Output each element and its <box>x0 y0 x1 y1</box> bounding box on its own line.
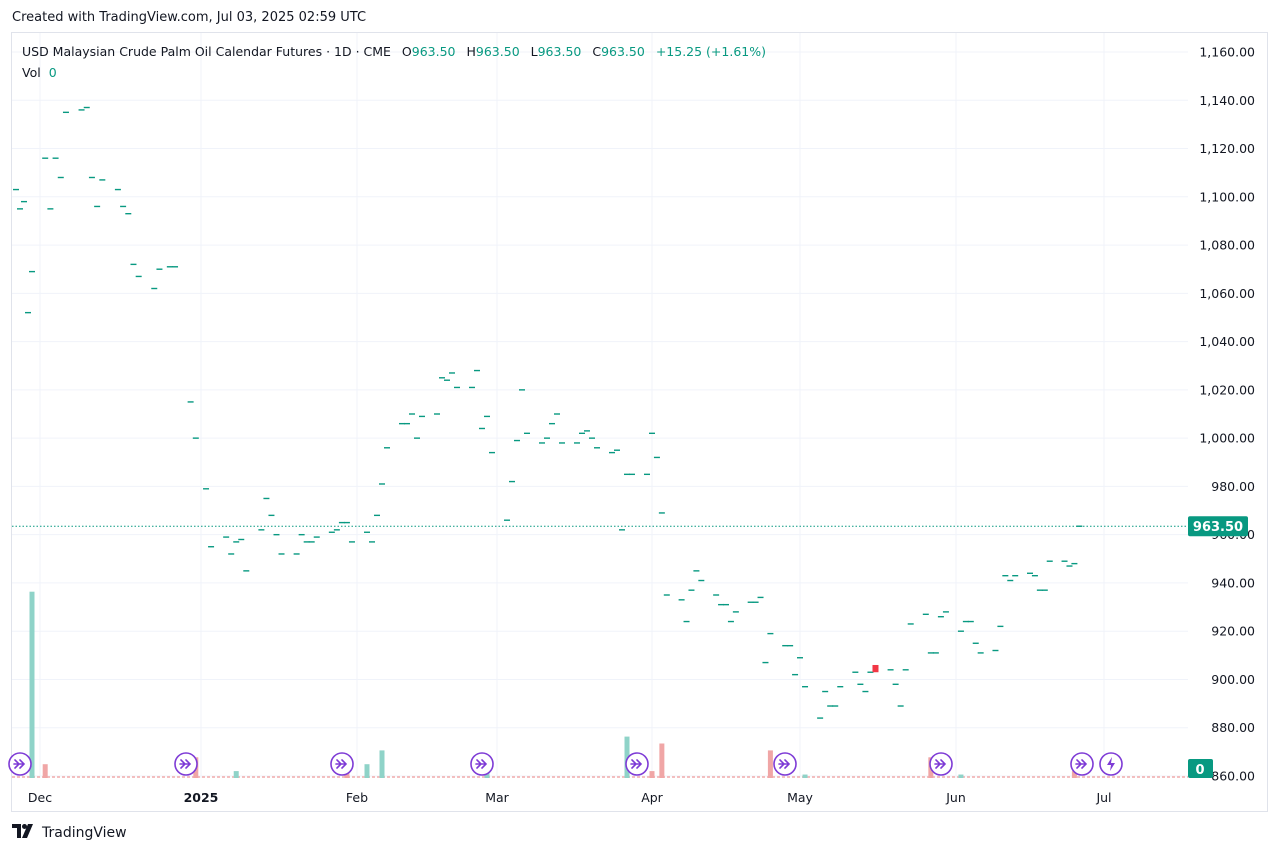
down-candle <box>872 664 879 673</box>
volume-bar <box>1071 771 1077 778</box>
legend-row-ohlc: USD Malaysian Crude Palm Oil Calendar Fu… <box>22 43 766 64</box>
event-marker-icon <box>1070 752 1094 776</box>
legend-volume-label: Vol <box>22 65 41 80</box>
last-price-tag-bg <box>1188 516 1248 537</box>
volume-bar <box>767 750 773 778</box>
x-tick-label: Jun <box>945 790 966 805</box>
legend-low-value: 963.50 <box>537 44 582 59</box>
event-arrow <box>934 759 947 769</box>
legend-open-label: O <box>401 44 412 59</box>
event-marker-icon <box>330 752 354 776</box>
event-arrow <box>13 759 26 769</box>
x-tick-label: Dec <box>28 790 52 805</box>
y-tick-label: 940.00 <box>1211 575 1255 590</box>
time-axis: Dec 2025 Feb Mar Apr May Jun Jul <box>28 790 1112 805</box>
event-arrow <box>475 759 488 769</box>
volume-bar <box>233 771 239 778</box>
event-arrow <box>1075 759 1088 769</box>
event-marker-icon <box>929 752 953 776</box>
tradingview-logo-icon <box>12 824 36 842</box>
y-tick-label: 1,160.00 <box>1199 45 1255 60</box>
footer-brand-text: TradingView <box>42 825 127 841</box>
event-marker-icon <box>773 752 797 776</box>
y-tick-label: 860.00 <box>1211 769 1255 784</box>
event-arrow <box>778 759 791 769</box>
legend-close-label: C <box>592 44 602 59</box>
footer-brand: TradingView <box>12 824 127 842</box>
legend: USD Malaysian Crude Palm Oil Calendar Fu… <box>22 43 766 85</box>
legend-close-value: 963.50 <box>601 44 645 59</box>
volume-bar <box>802 774 808 778</box>
x-tick-label: Jul <box>1095 790 1111 805</box>
legend-high-label: H <box>466 44 476 59</box>
volume-tag-text: 0 <box>1195 763 1204 778</box>
volume-bar <box>649 771 655 778</box>
event-markers <box>8 752 1123 776</box>
chart-frame <box>11 32 1268 812</box>
last-price-tag: 963.50 <box>1188 516 1248 537</box>
price-marks <box>12 106 1188 719</box>
y-tick-label: 1,060.00 <box>1199 286 1255 301</box>
volume-bar <box>42 764 48 778</box>
y-tick-label: 900.00 <box>1211 672 1255 687</box>
volume-bar <box>29 591 35 778</box>
legend-volume-value: 0 <box>48 65 57 80</box>
volume-bar <box>379 750 385 778</box>
x-tick-label: Mar <box>485 790 509 805</box>
x-tick-label: May <box>787 790 813 805</box>
volume-bar <box>958 774 964 778</box>
y-tick-label: 980.00 <box>1211 479 1255 494</box>
x-tick-label: 2025 <box>184 790 219 805</box>
legend-row-volume: Vol 0 <box>22 64 766 85</box>
event-marker-icon <box>625 752 649 776</box>
legend-low-label: L <box>530 44 538 59</box>
volume-tag-bg <box>1188 759 1213 778</box>
y-tick-label: 1,120.00 <box>1199 141 1255 156</box>
legend-high-value: 963.50 <box>475 44 520 59</box>
event-marker-icon <box>174 752 198 776</box>
y-tick-label: 1,040.00 <box>1199 334 1255 349</box>
volume-bar <box>659 743 665 778</box>
event-marker-icon <box>8 752 32 776</box>
x-tick-label: Feb <box>346 790 368 805</box>
y-tick-label: 1,140.00 <box>1199 93 1255 108</box>
grid <box>12 33 1188 778</box>
lightning-bolt <box>1107 757 1115 771</box>
event-arrow <box>630 759 643 769</box>
price-axis: 1,160.00 1,140.00 1,120.00 1,100.00 1,080.00… <box>1188 45 1255 784</box>
volume-tag: 0 <box>1188 759 1213 778</box>
y-tick-label: 1,080.00 <box>1199 238 1255 253</box>
legend-open-value: 963.50 <box>411 44 456 59</box>
y-tick-label: 1,020.00 <box>1199 382 1255 397</box>
event-arrow <box>179 759 192 769</box>
volume-bars <box>12 591 1188 778</box>
y-tick-label: 920.00 <box>1211 624 1255 639</box>
x-tick-label: Apr <box>641 790 663 805</box>
lightning-event-icon <box>1099 752 1123 776</box>
volume-bar <box>364 764 370 778</box>
legend-change: +15.25 (+1.61%) <box>655 44 766 59</box>
chart-caption: Created with TradingView.com, Jul 03, 20… <box>12 10 367 25</box>
event-marker-icon <box>470 752 494 776</box>
y-tick-label: 880.00 <box>1211 720 1255 735</box>
y-tick-label: 1,100.00 <box>1199 189 1255 204</box>
event-arrow <box>335 759 348 769</box>
y-tick-label: 1,000.00 <box>1199 431 1255 446</box>
volume-bar <box>624 736 630 778</box>
last-price-tag-text: 963.50 <box>1193 520 1243 535</box>
legend-symbol: USD Malaysian Crude Palm Oil Calendar Fu… <box>22 44 391 59</box>
